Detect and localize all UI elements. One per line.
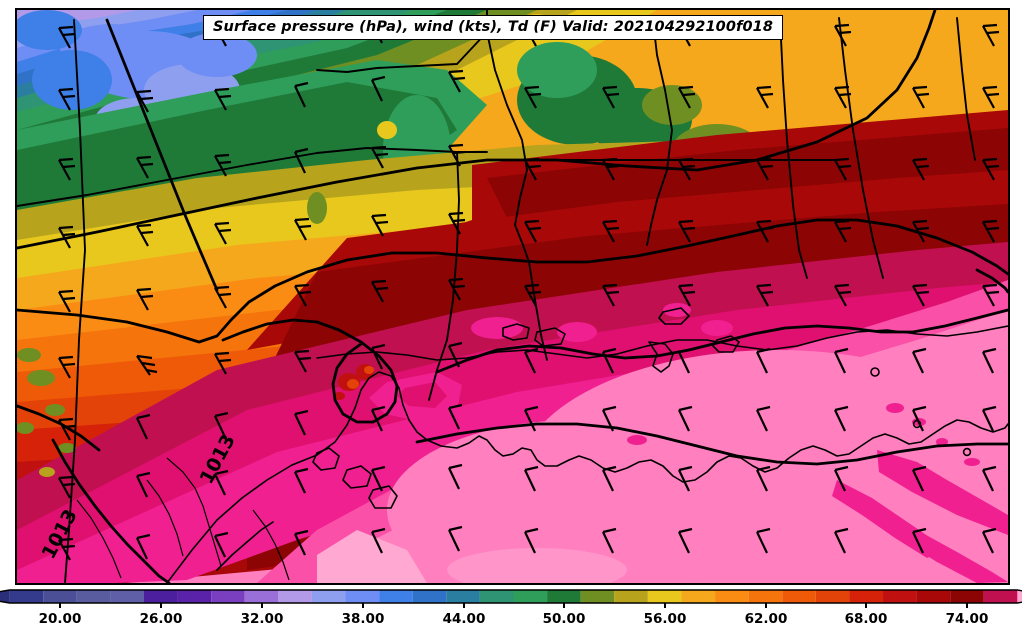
colorbar-tick-label: 62.00: [745, 611, 788, 627]
colorbar-band: [110, 590, 144, 603]
colorbar-band: [412, 590, 447, 603]
colorbar-band: [278, 590, 312, 603]
colorbar-outline: [0, 589, 1022, 604]
colorbar-ticks: [59, 603, 968, 608]
colorbar-over-arrow: [1017, 590, 1022, 603]
colorbar-tick-label: 32.00: [241, 611, 284, 627]
colorbar-band: [681, 590, 716, 603]
colorbar-tick-labels: 20.00 26.00 32.00 38.00 44.00 50.00 56.00 62.00…: [39, 611, 989, 627]
colorbar-band: [76, 590, 111, 603]
colorbar-band: [513, 590, 548, 603]
colorbar-band: [177, 590, 212, 603]
colorbar-tick-label: 20.00: [39, 611, 82, 627]
colorbar-band: [950, 590, 984, 603]
colorbar-tick-label: 44.00: [443, 611, 486, 627]
colorbar: 20.00 26.00 32.00 38.00 44.00 50.00 56.00 62.00…: [0, 586, 1022, 633]
colorbar-canvas: 20.00 26.00 32.00 38.00 44.00 50.00 56.00 62.00…: [0, 589, 1022, 627]
colorbar-band: [983, 590, 1018, 603]
colorbar-band: [446, 590, 480, 603]
colorbar-band: [916, 590, 951, 603]
colorbar-band: [311, 590, 346, 603]
colorbar-tick-label: 74.00: [946, 611, 989, 627]
colorbar-bands: [0, 590, 1022, 603]
colorbar-band: [748, 590, 783, 603]
colorbar-band: [43, 590, 77, 603]
colorbar-band: [211, 590, 245, 603]
colorbar-under-arrow: [0, 590, 10, 603]
colorbar-tick-label: 38.00: [342, 611, 385, 627]
rivers: [76, 457, 290, 581]
map-canvas: 1013 1013: [17, 10, 1008, 583]
colorbar-band: [782, 590, 816, 603]
colorbar-band: [647, 590, 682, 603]
colorbar-band: [547, 590, 581, 603]
colorbar-band: [849, 590, 884, 603]
map-title: Surface pressure (hPa), wind (kts), Td (…: [203, 15, 784, 40]
colorbar-band: [715, 590, 749, 603]
colorbar-band: [379, 590, 413, 603]
colorbar-tick-label: 50.00: [543, 611, 586, 627]
colorbar-band: [883, 590, 917, 603]
colorbar-tick-label: 68.00: [845, 611, 888, 627]
colorbar-band: [614, 590, 648, 603]
colorbar-band: [143, 590, 178, 603]
colorbar-tick-label: 26.00: [140, 611, 183, 627]
colorbar-band: [345, 590, 380, 603]
map-panel: 1013 1013: [15, 8, 1010, 585]
colorbar-band: [580, 590, 615, 603]
colorbar-band: [9, 590, 44, 603]
isobar-contours: [17, 10, 1008, 583]
colorbar-band: [244, 590, 279, 603]
colorbar-band: [479, 590, 514, 603]
colorbar-band: [815, 590, 850, 603]
colorbar-tick-label: 56.00: [644, 611, 687, 627]
